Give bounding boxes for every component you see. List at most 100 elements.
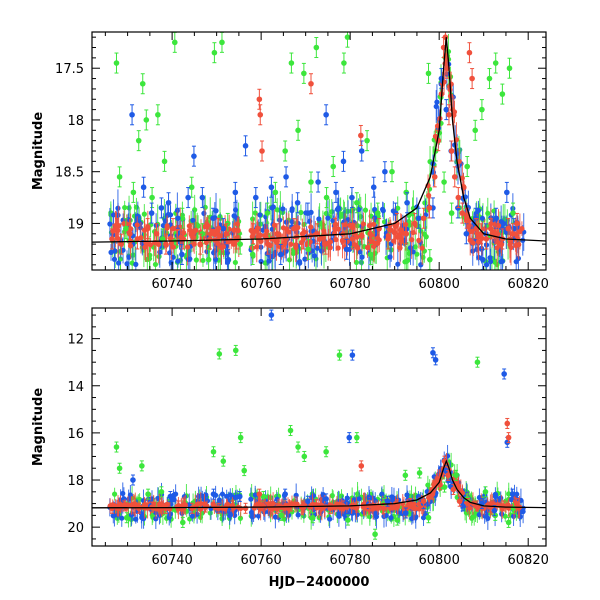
data-point [134, 236, 141, 242]
data-point [471, 513, 477, 519]
data-point [305, 210, 311, 216]
data-point [504, 420, 511, 427]
x-tick-label: 60760 [240, 553, 281, 568]
data-point [340, 158, 347, 165]
data-point [308, 80, 314, 87]
data-point [385, 236, 391, 242]
data-point [277, 251, 284, 258]
data-point [220, 225, 227, 232]
data-point [283, 174, 289, 180]
data-point [425, 70, 432, 77]
data-point [301, 70, 307, 77]
data-point [358, 132, 364, 139]
data-point [199, 194, 206, 201]
data-point [358, 232, 365, 238]
data-point [311, 253, 318, 259]
data-point [455, 194, 462, 201]
data-point [456, 158, 462, 165]
data-point [344, 34, 351, 40]
data-point [431, 174, 438, 180]
data-point [109, 236, 115, 242]
data-point [380, 505, 387, 512]
data-point [124, 261, 130, 267]
series-0 [113, 32, 516, 270]
data-point [179, 251, 185, 258]
data-point [450, 486, 457, 493]
data-point [410, 515, 416, 521]
data-point [257, 111, 264, 118]
data-point [501, 371, 507, 377]
data-point [394, 220, 400, 227]
data-point [505, 225, 511, 232]
y-tick-label: 18 [67, 474, 84, 489]
data-point [398, 227, 404, 233]
x-tick-label: 60780 [329, 553, 370, 568]
data-point [321, 228, 327, 234]
data-point [412, 505, 419, 512]
data-point [395, 261, 401, 267]
data-point [367, 251, 374, 258]
data-point [504, 189, 510, 196]
data-point [513, 259, 519, 265]
y-tick-label: 20 [67, 521, 84, 536]
data-point [491, 507, 498, 514]
data-point [420, 498, 427, 505]
panel-bottom: 60740 60760 60780 60800 60820 12 14 16 18 20 Magni… [31, 307, 549, 590]
data-point [339, 237, 346, 243]
data-point [347, 222, 353, 228]
data-point [336, 352, 343, 358]
data-point [248, 496, 254, 502]
data-point [420, 254, 426, 260]
model-curve [92, 37, 546, 243]
data-point [232, 347, 239, 354]
data-point [308, 179, 314, 185]
data-point [394, 517, 401, 523]
data-point [237, 434, 244, 441]
data-point [451, 174, 458, 180]
data-point [487, 258, 494, 265]
data-point [212, 256, 219, 263]
data-point [313, 44, 320, 51]
data-point [210, 491, 217, 497]
data-point [513, 500, 520, 507]
data-point [180, 519, 186, 526]
data-point [346, 434, 353, 441]
data-point [402, 472, 409, 479]
x-tick-label: 60760 [240, 277, 281, 292]
data-point [293, 492, 299, 498]
y-axis-title: Magnitude [31, 112, 46, 191]
data-point [421, 231, 427, 237]
data-point [295, 512, 301, 518]
data-point [495, 223, 502, 229]
x-axis-title: HJD−2400000 [269, 575, 370, 590]
data-point [474, 359, 481, 365]
data-point [464, 163, 471, 170]
data-point [323, 448, 329, 455]
data-point [205, 256, 212, 263]
data-point [143, 117, 150, 123]
data-point [143, 502, 149, 508]
data-point [213, 208, 219, 214]
data-point [237, 241, 244, 247]
data-point [148, 210, 155, 216]
data-point [254, 244, 260, 250]
data-point [487, 504, 494, 510]
data-point [486, 75, 493, 82]
data-point [265, 241, 271, 247]
data-point [232, 189, 239, 196]
data-point [323, 194, 330, 201]
data-point [216, 505, 222, 512]
data-point [184, 244, 191, 250]
data-point [216, 232, 222, 239]
data-point [349, 236, 356, 242]
data-point [334, 501, 340, 507]
data-point [260, 503, 267, 509]
data-point [153, 230, 160, 237]
data-point [330, 163, 337, 170]
data-point [202, 223, 208, 230]
data-point [144, 225, 151, 232]
data-point [371, 221, 377, 227]
data-point [268, 312, 275, 318]
data-point [407, 500, 414, 507]
data-point [356, 496, 362, 502]
